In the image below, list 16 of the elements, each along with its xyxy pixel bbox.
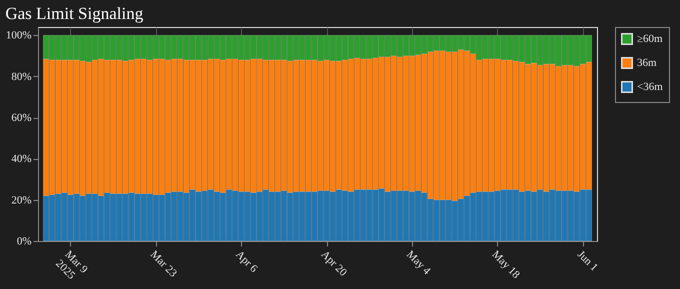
y-tick-label: 100% (6, 30, 32, 42)
x-tick-label: Apr 20 (318, 248, 350, 280)
y-tick-label: 60% (11, 112, 32, 124)
x-tick-label: Apr 6 (233, 248, 260, 276)
legend-label: 36m (637, 57, 657, 69)
chart-title: Gas Limit Signaling (5, 4, 144, 23)
x-tick-label: Jun 1 (574, 248, 600, 274)
legend-label: ≥60m (637, 33, 664, 45)
y-tick-label: 40% (11, 153, 32, 166)
x-tick-label: May 18 (489, 248, 522, 282)
y-tick-label: 80% (11, 70, 32, 83)
x-tick-label: Mar 23 (148, 248, 180, 280)
y-tick-label: 20% (11, 194, 32, 206)
legend-label: <36m (637, 81, 664, 93)
y-tick-label: 0% (16, 236, 32, 248)
x-tick-label: May 4 (404, 248, 433, 278)
